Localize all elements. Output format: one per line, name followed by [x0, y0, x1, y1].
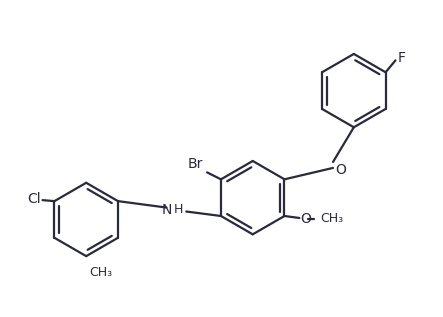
- Text: Br: Br: [188, 157, 203, 171]
- Text: O: O: [300, 212, 311, 226]
- Text: O: O: [335, 163, 346, 177]
- Text: CH₃: CH₃: [89, 266, 112, 279]
- Text: Cl: Cl: [27, 192, 41, 206]
- Text: H: H: [174, 203, 183, 216]
- Text: F: F: [397, 51, 405, 65]
- Text: N: N: [162, 203, 172, 217]
- Text: CH₃: CH₃: [320, 212, 343, 225]
